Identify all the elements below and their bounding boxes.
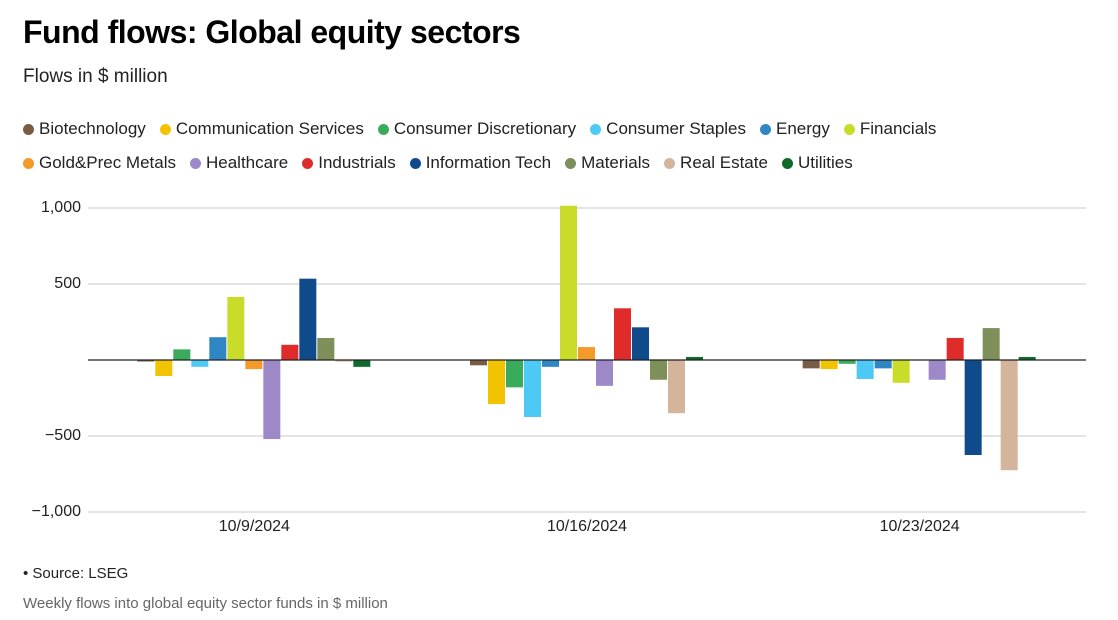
bar [299,278,317,360]
bar [317,337,335,360]
bar [245,360,263,370]
chart-title: Fund flows: Global equity sectors [23,14,521,50]
bar [946,337,964,360]
bar [191,360,209,367]
bar [668,360,685,414]
bar [353,360,371,367]
legend-swatch [377,123,389,135]
legend-item: Materials [565,152,650,174]
bar [470,360,487,366]
legend-swatch [190,157,201,169]
bar [1000,360,1018,471]
legend-label: Information Tech [425,153,552,172]
legend-swatch [781,157,793,169]
bar [982,328,1000,360]
bar [155,360,173,376]
bar [506,360,523,388]
legend-label: Communication Services [175,119,364,138]
legend-item: Information Tech [409,152,552,174]
bar [578,347,595,360]
legend-swatch [590,123,602,135]
legend-label: Healthcare [206,153,289,172]
chart-subtitle: Flows in $ million [23,66,168,87]
legend: Biotechnology Communication Services Consu… [23,118,1103,174]
legend-label: Gold&Prec Metals [39,153,176,172]
legend-label: Industrials [318,153,396,172]
legend-label: Utilities [797,153,853,172]
legend-item: Financials [843,118,937,140]
bar [263,360,281,440]
legend-swatch [664,157,676,169]
bar [173,349,191,360]
legend-label: Biotechnology [39,119,146,138]
legend-item: Biotechnology [23,118,146,140]
legend-item: Consumer Staples [590,118,746,140]
legend-label: Consumer Discretionary [393,119,577,138]
bar [335,360,353,362]
legend-item: Utilities [781,152,853,174]
bar [137,360,155,362]
bar [650,360,667,380]
bar [802,360,820,369]
legend-swatch [302,157,314,169]
legend-item: Energy [760,118,830,140]
caption: Weekly flows into global equity sector f… [23,595,388,612]
bar [892,360,910,383]
bar [686,356,703,360]
bar [596,360,613,386]
legend-item: Real Estate [664,152,768,174]
bar [1018,356,1036,360]
legend-item: Healthcare [190,152,288,174]
legend-swatch [159,123,171,135]
legend-label: Real Estate [680,153,768,172]
legend-item: Consumer Discretionary [377,118,577,140]
bar [964,360,982,455]
bar [856,360,874,379]
legend-label: Financials [859,119,937,138]
x-tick-label: 10/23/2024 [880,518,960,535]
bar [524,360,541,417]
bar [820,360,838,370]
bar [542,360,559,367]
legend-swatch [23,123,34,135]
y-tick-label: 500 [54,275,81,292]
legend-item: Gold&Prec Metals [23,152,176,174]
bar [614,308,631,360]
bar [632,327,649,360]
y-tick-label: −500 [45,427,81,444]
bar [874,360,892,369]
legend-swatch [565,157,577,169]
bar [838,360,856,364]
bar [281,344,299,360]
bar [488,360,505,405]
x-tick-label: 10/16/2024 [547,518,627,535]
legend-swatch [409,157,421,169]
source: • Source: LSEG [23,565,129,582]
bar [209,337,227,360]
legend-label: Consumer Staples [606,119,747,138]
y-tick-label: 1,000 [41,199,81,216]
legend-label: Materials [581,153,651,172]
x-tick-label: 10/9/2024 [219,518,290,535]
legend-item: Industrials [302,152,396,174]
legend-swatch [843,123,855,135]
legend-item: Communication Services [159,118,364,140]
legend-label: Energy [776,119,830,138]
bar [227,296,245,360]
legend-swatch [760,123,772,135]
legend-swatch [23,157,34,169]
bar [560,205,577,360]
bar [928,360,946,380]
y-tick-label: −1,000 [32,503,81,520]
